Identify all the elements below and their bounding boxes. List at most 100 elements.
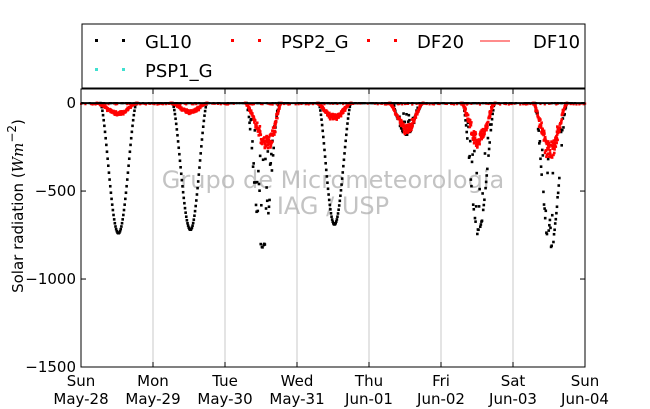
point-GL10 xyxy=(173,108,176,112)
point-GL10 xyxy=(553,222,557,225)
point-DF20 xyxy=(94,103,97,106)
point-DF20 xyxy=(554,138,557,142)
point-DF20 xyxy=(192,103,195,106)
point-GL10 xyxy=(179,172,183,176)
point-DF20 xyxy=(265,134,269,138)
point-DF20 xyxy=(471,133,475,136)
point-GL10 xyxy=(555,211,558,215)
point-GL10 xyxy=(486,136,490,140)
point-DF20 xyxy=(271,126,275,129)
point-GL10 xyxy=(330,215,333,219)
point-GL10 xyxy=(125,184,128,188)
point-DF20 xyxy=(253,121,256,124)
point-GL10 xyxy=(184,215,188,219)
point-DF20 xyxy=(548,151,552,155)
point-DF20 xyxy=(414,116,418,119)
point-GL10 xyxy=(327,198,331,202)
x-tick-weekday-7: Sun xyxy=(571,372,600,390)
point-GL10 xyxy=(197,173,201,176)
point-DF20 xyxy=(406,130,410,133)
point-GL10 xyxy=(473,216,477,220)
point-DF20 xyxy=(575,103,578,106)
legend-marker-DF20 xyxy=(367,39,370,42)
point-GL10 xyxy=(103,124,106,128)
point-DF20 xyxy=(270,103,273,106)
point-GL10 xyxy=(264,157,267,161)
legend: GL10 PSP2_G DF20 DF10 PSP1_G xyxy=(81,23,586,89)
point-GL10 xyxy=(200,138,204,141)
point-GL10 xyxy=(108,184,112,188)
point-DF20 xyxy=(474,130,477,134)
point-DF20 xyxy=(110,110,113,114)
point-GL10 xyxy=(467,156,471,159)
point-DF20 xyxy=(90,102,93,106)
point-DF20 xyxy=(184,111,188,114)
point-GL10 xyxy=(102,118,106,122)
point-DF20 xyxy=(466,113,470,117)
point-DF20 xyxy=(488,114,492,118)
point-DF20 xyxy=(544,140,548,144)
point-DF20 xyxy=(548,148,552,152)
point-DF20 xyxy=(560,118,564,121)
point-DF20 xyxy=(257,126,261,130)
point-GL10 xyxy=(258,154,262,158)
point-GL10 xyxy=(474,205,478,208)
point-DF20 xyxy=(121,112,125,116)
point-GL10 xyxy=(251,165,255,168)
point-GL10 xyxy=(345,127,349,131)
point-GL10 xyxy=(557,184,561,187)
point-GL10 xyxy=(562,126,565,129)
point-DF20 xyxy=(489,109,493,113)
point-GL10 xyxy=(248,121,251,125)
point-DF20 xyxy=(485,128,488,132)
point-GL10 xyxy=(178,152,181,156)
point-DF20 xyxy=(553,148,556,151)
point-GL10 xyxy=(120,225,123,228)
point-DF20 xyxy=(499,103,502,106)
point-GL10 xyxy=(478,187,481,191)
point-GL10 xyxy=(538,142,541,145)
point-GL10 xyxy=(321,129,325,133)
point-GL10 xyxy=(178,159,182,163)
point-GL10 xyxy=(172,105,175,109)
point-GL10 xyxy=(486,167,489,171)
point-DF20 xyxy=(542,129,546,133)
point-GL10 xyxy=(203,109,207,113)
point-GL10 xyxy=(105,150,109,154)
point-GL10 xyxy=(120,221,124,225)
point-GL10 xyxy=(190,226,194,230)
point-DF20 xyxy=(478,140,481,144)
point-GL10 xyxy=(257,169,260,173)
point-DF20 xyxy=(264,145,268,148)
point-DF20 xyxy=(410,126,414,129)
y-tick-label-0: 0 xyxy=(66,94,76,112)
point-GL10 xyxy=(193,209,197,213)
point-DF20 xyxy=(543,103,546,106)
point-DF20 xyxy=(248,103,251,106)
point-DF20 xyxy=(405,123,409,127)
point-DF20 xyxy=(258,124,262,128)
point-DF20 xyxy=(403,132,407,136)
point-DF20 xyxy=(395,114,399,117)
point-DF20 xyxy=(114,110,118,114)
point-DF20 xyxy=(418,102,421,106)
point-DF20 xyxy=(185,103,188,106)
point-GL10 xyxy=(131,124,134,128)
point-DF20 xyxy=(266,136,269,140)
point-GL10 xyxy=(260,203,263,207)
point-GL10 xyxy=(405,133,409,136)
point-DF20 xyxy=(545,149,548,152)
point-DF20 xyxy=(263,146,267,150)
point-GL10 xyxy=(337,204,341,207)
point-DF20 xyxy=(468,125,472,129)
point-GL10 xyxy=(255,180,259,184)
point-DF20 xyxy=(504,102,507,106)
point-GL10 xyxy=(490,117,494,121)
x-tick-weekday-5: Fri xyxy=(432,372,450,390)
point-GL10 xyxy=(183,201,186,205)
point-GL10 xyxy=(110,203,114,206)
point-GL10 xyxy=(490,123,493,126)
point-GL10 xyxy=(132,113,136,117)
point-GL10 xyxy=(340,183,343,186)
point-DF20 xyxy=(482,133,486,137)
